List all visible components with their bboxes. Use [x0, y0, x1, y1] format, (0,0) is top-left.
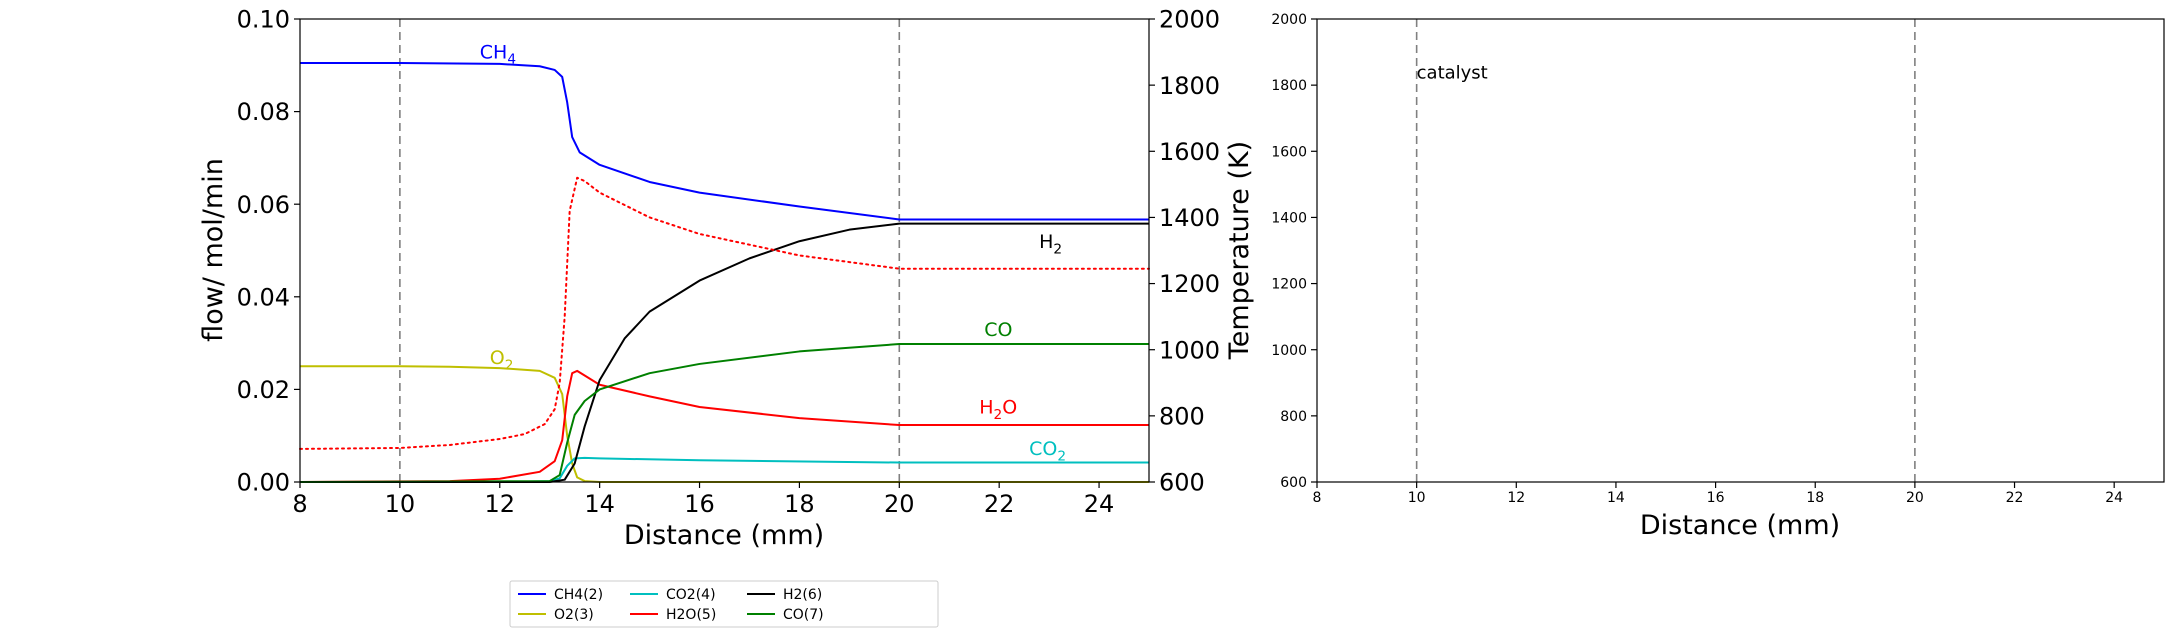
left-y2-tick-label: 1800 — [1159, 72, 1220, 100]
left-y-tick-label: 0.08 — [237, 98, 290, 126]
right-y-tick-label: 800 — [1280, 409, 1307, 425]
left-x-tick-label: 8 — [292, 490, 307, 518]
right-x-tick-label: 10 — [1408, 490, 1426, 506]
left-x-tick-label: 10 — [385, 490, 416, 518]
left-y2-tick-label: 1600 — [1159, 138, 1220, 166]
series-line-co-7 — [299, 343, 1149, 483]
series-line-temperature — [299, 176, 1150, 450]
left-x-tick-label: 22 — [984, 490, 1015, 518]
right-plot-frame — [1316, 18, 2165, 483]
legend-label-ch4-2: CH4(2) — [554, 587, 603, 603]
left-annotation-o2: O2 — [490, 347, 514, 373]
legend-box — [509, 580, 939, 628]
left-x-tick-label: 18 — [784, 490, 815, 518]
right-y-tick-label: 2000 — [1271, 12, 1307, 28]
legend-label-co2-4: CO2(4) — [666, 587, 716, 603]
legend-label-co-7: CO(7) — [783, 607, 824, 623]
left-x-axis-label: Distance (mm) — [624, 520, 824, 551]
right-x-tick-label: 18 — [1806, 490, 1824, 506]
left-x-tick-label: 24 — [1084, 490, 1115, 518]
left-y-tick-label: 0.04 — [237, 283, 290, 311]
left-plot-frame — [299, 18, 1150, 483]
left-annotation-h2: H2 — [1039, 231, 1062, 257]
left-y2-tick-label: 1000 — [1159, 336, 1220, 364]
series-line-ch4-2 — [300, 61, 1149, 221]
left-plot: CH4 O2 H2 CO H2O CO2 8 10 12 14 16 18 20 22 24 0.00 0.… — [198, 6, 1255, 551]
legend-label-h2-6: H2(6) — [783, 587, 822, 603]
right-x-tick-label: 16 — [1707, 490, 1725, 506]
left-annotation-h2o: H2O — [979, 396, 1017, 422]
right-x-tick-label: 20 — [1906, 490, 1924, 506]
left-x-tick-label: 12 — [484, 490, 515, 518]
right-plot: catalyst 8 10 12 14 16 18 20 22 24 600 800 1000 120… — [1271, 12, 2165, 541]
right-x-tick-label: 8 — [1313, 490, 1322, 506]
left-x-tick-label: 14 — [584, 490, 615, 518]
left-y2-axis-label: Temperature (K) — [1224, 141, 1255, 360]
right-x-tick-label: 12 — [1507, 490, 1525, 506]
legend: CH4(2) O2(3) CO2(4) H2O(5) H2(6) CO(7) — [509, 580, 939, 628]
left-y-tick-label: 0.00 — [237, 469, 290, 497]
left-annotation-ch4: CH4 — [480, 41, 516, 67]
left-y2-tick-label: 600 — [1159, 469, 1205, 497]
right-y-tick-label: 1800 — [1271, 78, 1307, 94]
right-x-tick-label: 24 — [2105, 490, 2123, 506]
right-x-tick-label: 14 — [1607, 490, 1625, 506]
left-y-axis-label: flow/ mol/min — [198, 158, 229, 342]
series-line-h2o-5 — [299, 369, 1149, 483]
left-x-tick-label: 20 — [884, 490, 915, 518]
series-line-o2-3 — [300, 365, 1149, 483]
left-y2-tick-label: 1400 — [1159, 204, 1220, 232]
left-y-tick-label: 0.06 — [237, 191, 290, 219]
right-y-tick-label: 1200 — [1271, 277, 1307, 293]
right-y-tick-label: 1600 — [1271, 144, 1307, 160]
right-y-tick-label: 600 — [1280, 475, 1307, 491]
left-y-tick-label: 0.10 — [237, 6, 290, 34]
left-y2-tick-label: 1200 — [1159, 270, 1220, 298]
left-x-tick-label: 16 — [684, 490, 715, 518]
right-x-tick-label: 22 — [2006, 490, 2024, 506]
left-y2-tick-label: 2000 — [1159, 6, 1220, 34]
series-line-h2-6 — [300, 222, 1149, 483]
left-annotation-co2: CO2 — [1029, 438, 1066, 464]
right-y-tick-label: 1400 — [1271, 210, 1307, 226]
left-y2-tick-label: 800 — [1159, 402, 1205, 430]
right-y-tick-label: 1000 — [1271, 343, 1307, 359]
right-annotation-catalyst: catalyst — [1417, 63, 1488, 84]
left-annotation-co: CO — [984, 319, 1012, 341]
legend-label-h2o-5: H2O(5) — [666, 607, 716, 623]
right-x-axis-label: Distance (mm) — [1640, 510, 1840, 541]
legend-label-o2-3: O2(3) — [554, 607, 594, 623]
series-line-co2-4 — [300, 456, 1149, 483]
left-y-tick-label: 0.02 — [237, 376, 290, 404]
